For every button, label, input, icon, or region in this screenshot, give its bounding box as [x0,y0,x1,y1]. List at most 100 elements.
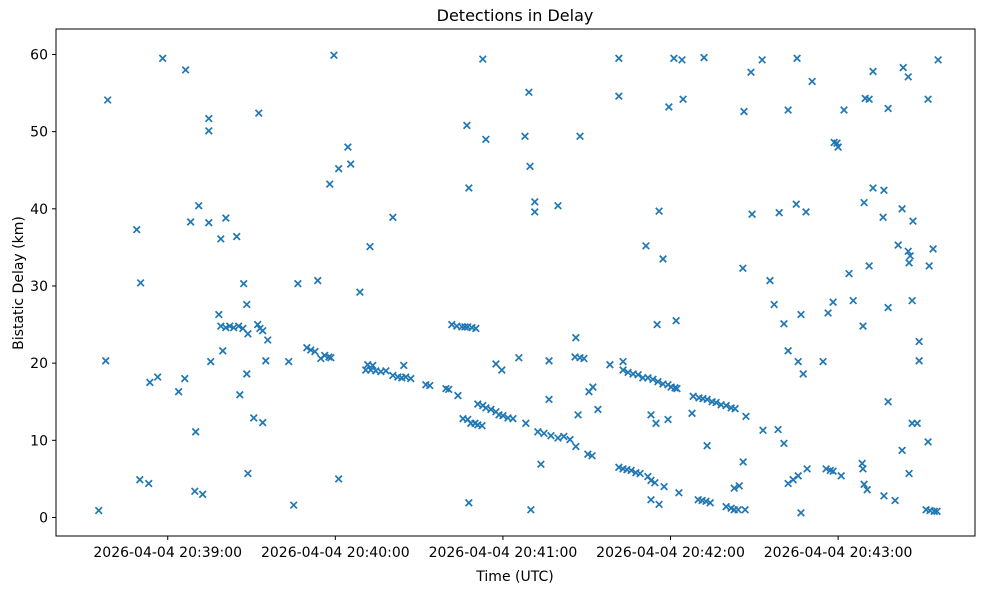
data-point-marker [145,378,154,387]
data-point-marker [574,410,582,419]
data-point-marker [829,298,838,307]
data-point-marker [346,160,355,168]
data-point-marker [636,469,644,478]
data-point-marker [738,264,747,273]
data-point-marker [388,213,397,222]
data-point-marker [186,218,195,226]
y-tick-label: 50 [30,125,48,141]
data-point-marker [313,276,322,285]
data-point-marker [774,425,782,434]
data-point-marker [884,397,893,406]
data-point-marker [190,487,199,496]
data-point-marker [792,200,801,209]
data-point-marker [198,490,207,499]
data-point-marker [242,300,251,309]
data-point-marker [722,401,731,410]
data-point-marker [258,326,267,335]
data-point-marker [664,103,673,111]
data-point-marker [263,336,272,344]
data-point-marker [869,184,877,192]
data-point-marker [703,395,712,404]
data-point-marker [571,442,580,451]
data-point-marker [526,505,535,514]
data-point-marker [258,418,267,427]
data-point-marker [302,343,311,352]
data-point-marker [784,346,793,355]
data-points [94,51,943,517]
data-point-marker [497,366,506,374]
data-point-marker [824,309,832,317]
data-point-marker [880,491,888,500]
data-point-marker [526,162,534,171]
x-tick-label: 2026-04-04 20:39:00 [93,545,242,561]
data-point-marker [849,296,858,305]
data-point-marker [334,474,343,483]
data-point-marker [525,88,533,97]
data-point-marker [653,320,662,329]
data-point-marker [576,132,584,141]
data-point-marker [545,356,553,365]
data-point-marker [703,441,712,450]
data-point-marker [181,65,190,74]
data-point-marker [330,51,338,60]
data-point-marker [243,469,252,478]
data-point-marker [464,498,473,507]
data-point-marker [929,245,938,253]
data-point-marker [747,68,755,77]
data-point-marker [748,210,756,219]
data-point-marker [770,300,779,309]
data-point-marker [908,296,917,305]
data-point-marker [214,310,223,319]
data-point-marker [289,501,298,510]
data-point-marker [712,398,720,407]
data-point-marker [284,357,293,366]
data-point-marker [869,67,877,76]
data-point-marker [614,92,623,101]
data-point-marker [894,241,903,249]
data-point-marker [537,460,545,469]
data-point-marker [700,53,708,62]
data-point-marker [659,255,667,263]
data-point-marker [731,404,739,413]
data-point-marker [904,72,913,81]
data-point-marker [293,279,302,288]
data-point-marker [204,114,213,123]
data-point-marker [702,497,710,506]
data-point-marker [571,333,580,342]
data-point-marker [898,446,906,455]
data-point-marker [766,276,774,285]
data-point-marker [891,496,900,505]
data-point-marker [797,310,805,319]
data-point-marker [664,415,672,424]
data-point-marker [740,107,748,116]
data-point-marker [325,180,334,189]
data-point-marker [368,361,377,370]
data-point-marker [793,54,801,63]
data-point-marker [136,278,145,287]
data-point-marker [191,427,200,436]
y-axis-label: Bistatic Delay (km) [11,216,27,350]
data-point-marker [678,55,686,64]
data-point-marker [521,132,529,141]
data-point-marker [906,251,915,260]
data-point-marker [905,469,913,478]
data-point-marker [158,54,167,63]
data-point-marker [406,374,415,383]
data-point-marker [688,409,696,418]
data-point-marker [144,479,153,488]
y-tick-label: 40 [30,202,48,218]
data-point-marker [153,373,162,381]
data-point-marker [218,346,227,355]
data-point-marker [306,346,315,354]
data-point-marker [206,357,215,366]
data-point-marker [905,258,913,267]
x-tick-label: 2026-04-04 20:43:00 [764,545,913,561]
data-point-marker [583,450,592,459]
data-point-marker [461,322,469,331]
data-point-marker [547,431,555,440]
data-point-marker [780,439,788,448]
data-point-marker [135,475,144,484]
data-point-marker [444,385,453,394]
x-axis-label: Time (UTC) [475,569,553,585]
